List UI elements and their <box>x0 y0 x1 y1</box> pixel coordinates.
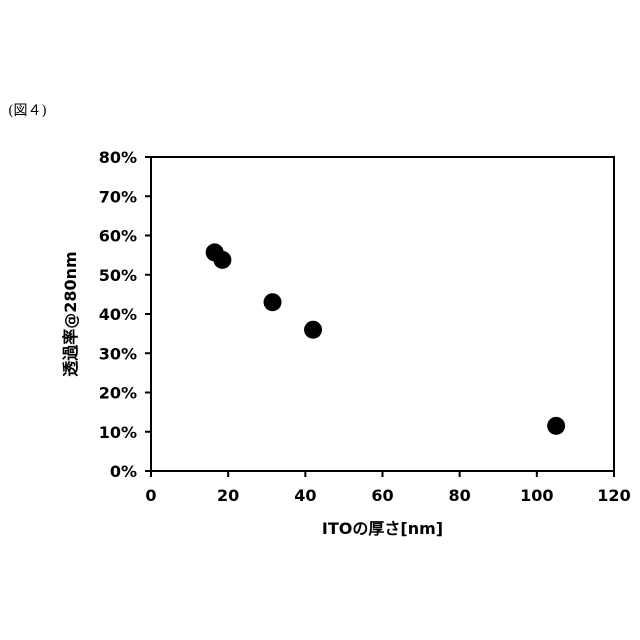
x-tick-label: 100 <box>520 486 553 505</box>
x-tick-label: 120 <box>597 486 630 505</box>
data-point <box>304 321 322 339</box>
x-axis: 0 20 40 60 80 100 120 <box>145 471 630 505</box>
data-points <box>206 243 565 434</box>
y-axis-title: 透過率@280nm <box>61 251 80 376</box>
x-tick-label: 60 <box>371 486 393 505</box>
x-axis-title: ITOの厚さ[nm] <box>322 519 443 538</box>
y-tick-label: 40% <box>99 305 137 324</box>
y-tick-label: 80% <box>99 148 137 167</box>
y-tick-label: 60% <box>99 227 137 246</box>
y-tick-label: 20% <box>99 384 137 403</box>
plot-area-frame <box>151 157 614 471</box>
data-point <box>213 251 231 269</box>
y-tick-label: 10% <box>99 423 137 442</box>
y-tick-label: 30% <box>99 344 137 363</box>
y-tick-label: 50% <box>99 266 137 285</box>
x-tick-label: 40 <box>294 486 316 505</box>
y-tick-label: 70% <box>99 187 137 206</box>
x-tick-label: 80 <box>449 486 471 505</box>
x-tick-label: 20 <box>217 486 239 505</box>
y-tick-label: 0% <box>110 462 137 481</box>
y-axis: 0% 10% 20% 30% 40% 50% 60% 70% 80% <box>99 148 151 481</box>
data-point <box>547 417 565 435</box>
x-tick-label: 0 <box>145 486 156 505</box>
data-point <box>264 293 282 311</box>
